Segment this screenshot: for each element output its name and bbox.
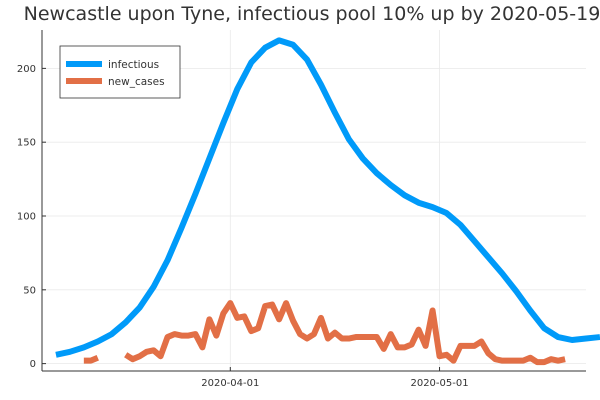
legend-label: new_cases (108, 76, 165, 88)
y-tick-label: 0 (30, 359, 36, 370)
y-tick-label: 200 (17, 64, 36, 75)
y-tick-label: 50 (23, 285, 36, 296)
x-tick-label: 2020-04-01 (201, 378, 259, 389)
axis-layer: 0 50 100 150 200 2020-04-01 2020-05-01 (17, 30, 586, 389)
legend: infectious new_cases (59, 45, 181, 99)
y-tick-label: 100 (17, 212, 36, 223)
chart-title: Newcastle upon Tyne, infectious pool 10%… (24, 3, 600, 25)
y-tick-label: 150 (17, 138, 36, 149)
legend-box (59, 45, 181, 99)
x-tick-label: 2020-05-01 (410, 378, 468, 389)
series-line-infectious (55, 37, 600, 358)
legend-label: infectious (108, 59, 159, 71)
series-layer (55, 37, 600, 366)
grid-layer (42, 30, 586, 371)
series-line-new-cases (83, 300, 566, 366)
